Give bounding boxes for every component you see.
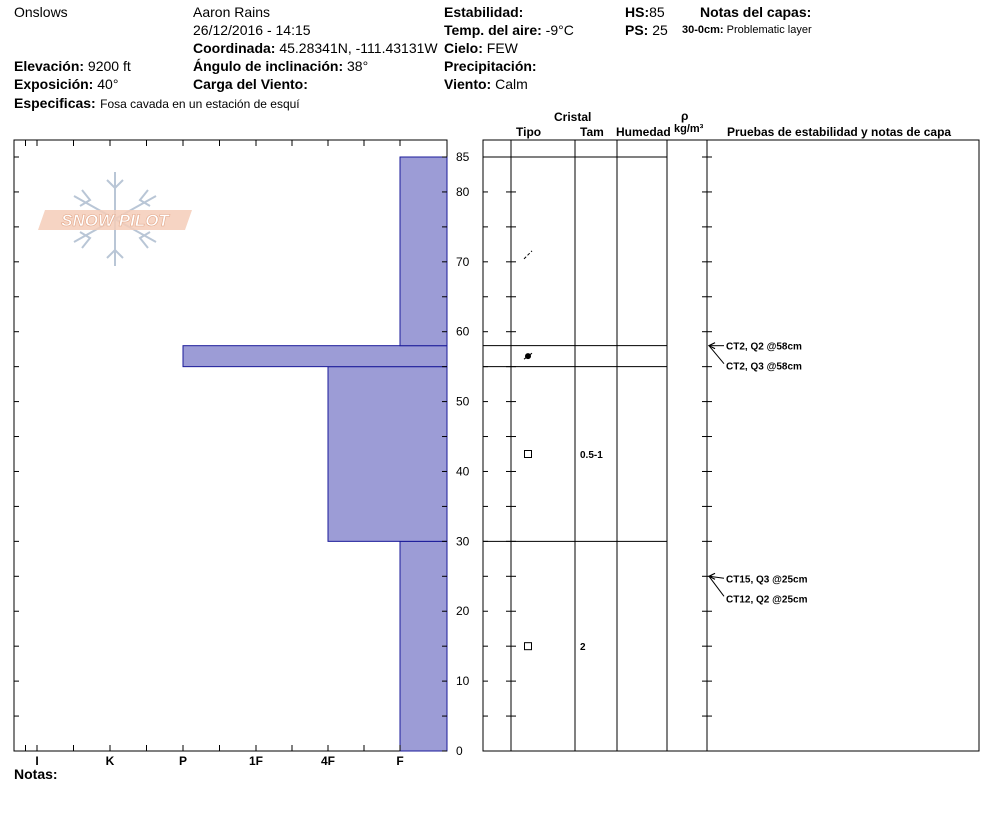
- y-tick-label: 80: [456, 185, 470, 199]
- exposure-value: 40°: [97, 76, 119, 92]
- sky-value: FEW: [486, 40, 518, 56]
- stability-test-label: CT12, Q2 @25cm: [726, 594, 808, 605]
- y-tick-label: 50: [456, 395, 470, 409]
- specifics-label: Especificas:: [14, 95, 96, 111]
- rho-header: ρ: [681, 109, 689, 123]
- hardness-layer-bar: [399, 156, 448, 347]
- hardness-tick-label: 4F: [321, 754, 335, 768]
- tipo-header: Tipo: [516, 125, 542, 139]
- ps-value: 25: [652, 22, 668, 38]
- coordinate-value: 45.28341N, -111.43131W: [279, 40, 438, 56]
- inclination-row: Ángulo de inclinación: 38°: [193, 59, 368, 73]
- hs-value: 85: [649, 4, 665, 20]
- faceted-grain-icon: [524, 450, 532, 458]
- exposure-label: Exposición:: [14, 76, 94, 92]
- y-tick-label: 85: [456, 150, 470, 164]
- layer-table-frame: [482, 139, 980, 752]
- coordinate-row: Coordinada: 45.28341N, -111.43131W: [193, 41, 438, 55]
- specifics-value: Fosa cavada en un estación de esquí: [100, 97, 300, 111]
- hardness-tick-label: P: [179, 754, 187, 768]
- hardness-layer-bar: [182, 345, 448, 368]
- wind-row: Viento: Calm: [444, 77, 528, 91]
- layer-note: 30-0cm: Problematic layer: [682, 25, 812, 36]
- air-temp-row: Temp. del aire: -9°C: [444, 23, 574, 37]
- hardness-tick-label: K: [106, 754, 115, 768]
- logo-text: SNOW PILOT: [61, 211, 170, 230]
- stability-test-label: CT15, Q3 @25cm: [726, 574, 808, 585]
- wind-load-label: Carga del Viento:: [193, 76, 308, 92]
- test-arrow-icon: [707, 572, 716, 580]
- elevation-row: Elevación: 9200 ft: [14, 59, 131, 73]
- hs-row: HS:85: [625, 5, 665, 19]
- stability-label: Estabilidad:: [444, 4, 524, 20]
- test-arrow-icon: [707, 342, 716, 350]
- hardness-layer-bar: [327, 366, 448, 542]
- air-temp-label: Temp. del aire:: [444, 22, 542, 38]
- observer-name: Aaron Rains: [193, 4, 271, 20]
- notes-label: Notas:: [14, 766, 58, 782]
- y-tick-label: 20: [456, 604, 470, 618]
- humedad-header: Humedad: [616, 125, 671, 139]
- test-leader-line: [708, 345, 725, 365]
- x-axis: I K P 1F 4F F: [25, 140, 404, 768]
- grain-symbols: 0.5-1 2: [523, 250, 603, 653]
- stability-test-label: CT2, Q2 @58cm: [726, 342, 802, 353]
- tests-header: Pruebas de estabilidad y notas de capa: [727, 125, 952, 139]
- hs-label: HS:: [625, 4, 650, 20]
- ps-label: PS:: [625, 22, 649, 38]
- inclination-label: Ángulo de inclinación:: [193, 58, 344, 74]
- test-leader-line: [708, 575, 725, 579]
- wind-value: Calm: [495, 76, 528, 92]
- y-tick-label: 70: [456, 255, 470, 269]
- test-leader-line: [708, 575, 725, 597]
- hardness-tick-label: 1F: [249, 754, 263, 768]
- hardness-layer-bar: [399, 540, 448, 752]
- graupel-grain-stroke: [523, 352, 533, 360]
- y-tick-label: 40: [456, 464, 470, 478]
- inclination-value: 38°: [347, 58, 369, 74]
- hardness-tick-label: I: [35, 754, 38, 768]
- layer-notes-label: Notas del capas:: [700, 4, 812, 20]
- table-layer-lines: [483, 156, 667, 542]
- exposure-row: Exposición: 40°: [14, 77, 118, 91]
- stability-tests: CT2, Q2 @58cm CT2, Q3 @58cm CT15, Q3 @25cm…: [707, 342, 808, 605]
- wind-load-row: Carga del Viento:: [193, 77, 308, 91]
- air-temp-value: -9°C: [545, 22, 574, 38]
- decomposing-grain-icon: [523, 250, 533, 260]
- grain-size-label: 2: [580, 642, 586, 653]
- layer-note-range: 30-0cm:: [682, 24, 724, 36]
- elevation-value: 9200 ft: [87, 58, 131, 74]
- y-tick-label: 30: [456, 534, 470, 548]
- table-ticks: [483, 156, 712, 752]
- wind-label: Viento:: [444, 76, 492, 92]
- tam-header: Tam: [580, 125, 604, 139]
- grain-size-label: 0.5-1: [580, 450, 603, 461]
- density-unit-header: kg/m³: [674, 123, 704, 135]
- elevation-label: Elevación:: [14, 58, 85, 74]
- logo-banner: [38, 210, 192, 230]
- precipitation-label: Precipitación:: [444, 58, 537, 74]
- y-tick-label: 10: [456, 674, 470, 688]
- specifics-row: Especificas: Fosa cavada en un estación …: [14, 96, 300, 112]
- hardness-tick-label: F: [396, 754, 403, 768]
- location-name: Onslows: [14, 4, 68, 20]
- stability-test-label: CT2, Q3 @58cm: [726, 362, 802, 373]
- layer-note-text: Problematic layer: [726, 24, 812, 36]
- hardness-layers: [182, 156, 448, 752]
- coordinate-label: Coordinada:: [193, 40, 276, 56]
- sky-label: Cielo:: [444, 40, 483, 56]
- y-tick-label: 0: [456, 744, 463, 758]
- ps-row: PS: 25: [625, 23, 668, 37]
- observation-datetime: 26/12/2016 - 14:15: [193, 22, 311, 38]
- sky-row: Cielo: FEW: [444, 41, 518, 55]
- faceted-grain-icon: [524, 642, 532, 651]
- cristal-header: Cristal: [554, 110, 592, 124]
- y-tick-label: 60: [456, 325, 470, 339]
- y-axis: 0 10 20 30 40 50 60 70 80 85: [14, 150, 470, 758]
